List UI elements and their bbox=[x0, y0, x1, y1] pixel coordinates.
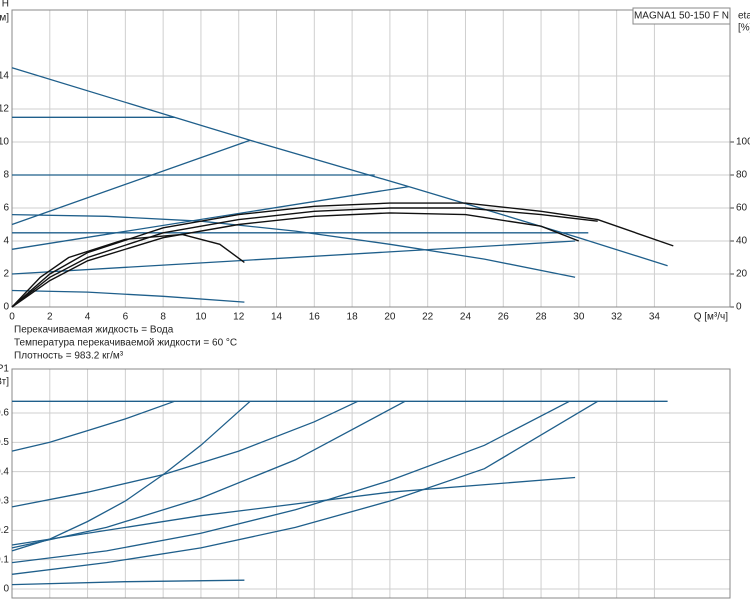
x-tick-label: 34 bbox=[649, 312, 661, 323]
x-tick-label: 4 bbox=[85, 312, 91, 323]
x-tick-label: 24 bbox=[460, 312, 472, 323]
annotation: Температура перекачиваемой жидкости = 60… bbox=[14, 338, 237, 349]
x-tick-label: 18 bbox=[347, 312, 359, 323]
y-tick-label: 8 bbox=[3, 170, 9, 181]
y2-tick-label: 40 bbox=[736, 236, 748, 247]
y-tick-label: 4 bbox=[3, 236, 9, 247]
x-tick-label: 6 bbox=[123, 312, 129, 323]
y-tick-label: 0.6 bbox=[0, 408, 9, 419]
y-axis-unit: [кВт] bbox=[0, 377, 9, 388]
y-tick-label: 10 bbox=[0, 137, 9, 148]
x-tick-label: 14 bbox=[271, 312, 283, 323]
y2-tick-label: 0 bbox=[736, 302, 742, 313]
annotation: Плотность = 983.2 кг/м³ bbox=[14, 351, 124, 362]
y2-tick-label: 100 bbox=[736, 137, 750, 148]
x-tick-label: 12 bbox=[233, 312, 245, 323]
plot-frame bbox=[11, 9, 731, 308]
x-tick-label: 0 bbox=[9, 312, 15, 323]
x-axis-label: Q [м³/ч] bbox=[694, 312, 729, 323]
x-tick-label: 2 bbox=[47, 312, 53, 323]
curve bbox=[11, 400, 406, 549]
curve bbox=[11, 240, 576, 275]
curve bbox=[11, 579, 245, 586]
title-box bbox=[632, 7, 731, 25]
curve bbox=[11, 400, 599, 575]
y2-tick-label: 20 bbox=[736, 269, 748, 280]
y2-tick-label: 60 bbox=[736, 203, 748, 214]
curve bbox=[11, 400, 359, 508]
y2-axis-unit: [%] bbox=[738, 23, 750, 34]
plot-frame bbox=[11, 368, 731, 599]
curve bbox=[11, 185, 409, 250]
y-tick-label: 0 bbox=[3, 584, 9, 595]
y-tick-label: 0.4 bbox=[0, 466, 9, 477]
x-tick-label: 20 bbox=[384, 312, 396, 323]
y-axis-label: H bbox=[2, 0, 9, 10]
x-tick-label: 26 bbox=[498, 312, 510, 323]
y2-axis-label: eta bbox=[738, 11, 750, 22]
curve bbox=[11, 476, 576, 546]
y-axis-label: P1 bbox=[0, 364, 9, 375]
y-tick-label: 0.1 bbox=[0, 554, 9, 565]
curve bbox=[11, 213, 576, 278]
x-tick-label: 10 bbox=[195, 312, 207, 323]
curve bbox=[11, 207, 598, 308]
y-tick-label: 0.2 bbox=[0, 525, 9, 536]
y-tick-label: 0 bbox=[3, 302, 9, 313]
x-tick-label: 22 bbox=[422, 312, 434, 323]
x-tick-label: 30 bbox=[573, 312, 585, 323]
y-tick-label: 0.5 bbox=[0, 437, 9, 448]
y2-tick-label: 80 bbox=[736, 170, 748, 181]
curve bbox=[11, 233, 245, 308]
curve bbox=[11, 400, 175, 452]
annotation: Перекачиваемая жидкость = Вода bbox=[14, 325, 174, 336]
x-tick-label: 28 bbox=[535, 312, 547, 323]
x-tick-label: 8 bbox=[160, 312, 166, 323]
curve bbox=[11, 289, 245, 303]
x-tick-label: 16 bbox=[309, 312, 321, 323]
y-tick-label: 12 bbox=[0, 104, 9, 115]
y-axis-unit: [м] bbox=[0, 13, 9, 24]
y-tick-label: 6 bbox=[3, 203, 9, 214]
y-tick-label: 2 bbox=[3, 269, 9, 280]
chart-title: MAGNA1 50-150 F N bbox=[634, 11, 729, 22]
curve bbox=[11, 400, 570, 564]
curve bbox=[11, 202, 674, 308]
curve bbox=[11, 212, 580, 308]
x-tick-label: 32 bbox=[611, 312, 623, 323]
y-tick-label: 14 bbox=[0, 71, 9, 82]
y-tick-label: 0.3 bbox=[0, 496, 9, 507]
curve bbox=[11, 139, 251, 226]
